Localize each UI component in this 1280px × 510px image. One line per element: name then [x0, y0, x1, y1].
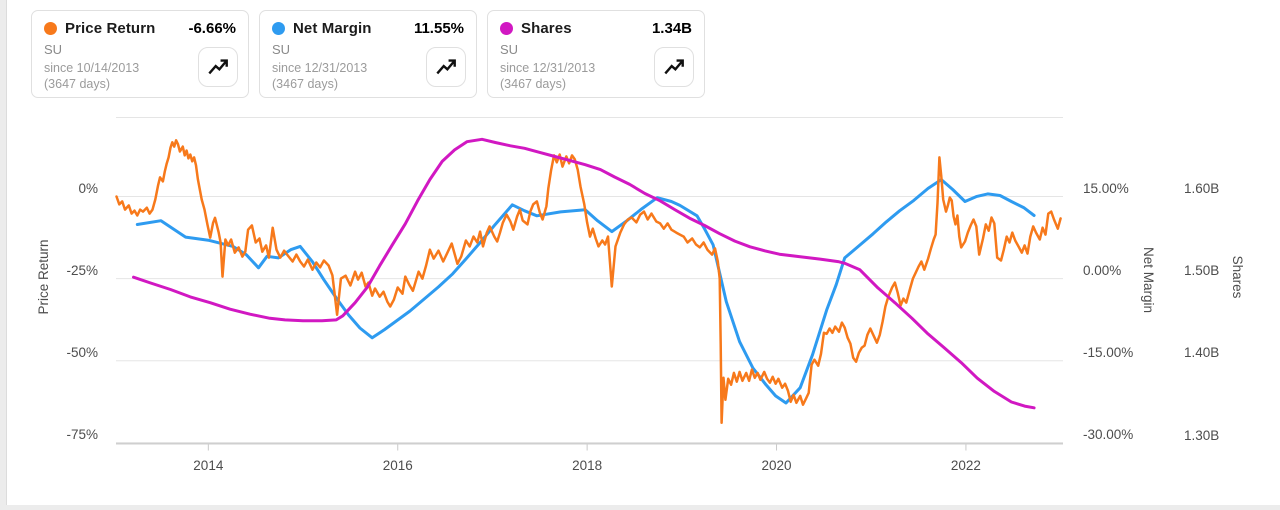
trend-up-icon: [436, 59, 456, 75]
price-return-tick-label: 0%: [78, 180, 98, 196]
card-title: Price Return: [65, 20, 156, 37]
price-return-card: Price Return -6.66% SU since 10/14/2013 …: [31, 10, 249, 98]
page-bottom-gutter: [0, 505, 1280, 510]
ticker-symbol: SU: [500, 42, 519, 57]
legend-cards-row: Price Return -6.66% SU since 10/14/2013 …: [31, 10, 705, 98]
year-tick-label: 2022: [950, 458, 981, 473]
shares-tick-label: 1.50B: [1184, 263, 1220, 279]
card-header: Net Margin 11.55%: [272, 20, 464, 37]
sparkline-button[interactable]: [198, 47, 238, 87]
year-tick-label: 2016: [382, 458, 413, 473]
ticker-symbol: SU: [272, 42, 291, 57]
net-margin-tick-label: -15.00%: [1083, 345, 1134, 361]
year-tick-label: 2014: [193, 458, 224, 473]
sparkline-button[interactable]: [426, 47, 466, 87]
shares-color-dot-icon: [500, 22, 513, 35]
card-header: Shares 1.34B: [500, 20, 692, 37]
year-tick-label: 2020: [761, 458, 792, 473]
net-margin-color-dot-icon: [272, 22, 285, 35]
shares-tick-label: 1.30B: [1184, 427, 1220, 443]
trend-up-icon: [208, 59, 228, 75]
price-return-color-dot-icon: [44, 22, 57, 35]
since-date: since 12/31/2013 (3467 days): [272, 60, 464, 93]
card-value: 11.55%: [413, 20, 464, 37]
price-return-tick-label: -50%: [66, 345, 98, 361]
days-line: (3467 days): [500, 77, 567, 92]
net-margin-tick-label: 0.00%: [1083, 263, 1122, 279]
year-tick-label: 2018: [572, 458, 603, 473]
days-line: (3647 days): [44, 77, 111, 92]
net-margin-tick-label: -30.00%: [1083, 427, 1134, 443]
days-line: (3467 days): [272, 77, 339, 92]
net-margin-axis-title: Net Margin: [1141, 246, 1156, 314]
card-value: 1.34B: [651, 20, 692, 37]
since-line: since 12/31/2013: [272, 61, 368, 75]
shares-tick-label: 1.60B: [1184, 181, 1220, 197]
ticker-symbol: SU: [44, 42, 63, 57]
price-return-line: [115, 139, 1062, 425]
price-return-tick-label: -75%: [66, 427, 98, 443]
shares-line: [132, 137, 1036, 410]
trend-up-icon: [664, 59, 684, 75]
shares-card: Shares 1.34B SU since 12/31/2013 (3467 d…: [487, 10, 705, 98]
price-return-tick-label: -25%: [66, 263, 98, 279]
card-value: -6.66%: [188, 20, 236, 37]
card-header: Price Return -6.66%: [44, 20, 236, 37]
since-date: since 12/31/2013 (3467 days): [500, 60, 692, 93]
net-margin-card: Net Margin 11.55% SU since 12/31/2013 (3…: [259, 10, 477, 98]
since-line: since 10/14/2013: [44, 61, 140, 75]
shares-tick-label: 1.40B: [1184, 345, 1220, 361]
page-left-gutter: [0, 0, 7, 510]
card-title: Net Margin: [293, 20, 372, 37]
net-margin-tick-label: 15.00%: [1083, 181, 1129, 197]
sparkline-button[interactable]: [654, 47, 694, 87]
since-line: since 12/31/2013: [500, 61, 596, 75]
shares-axis-title: Shares: [1230, 255, 1245, 299]
card-title: Shares: [521, 20, 572, 37]
since-date: since 10/14/2013 (3647 days): [44, 60, 236, 93]
